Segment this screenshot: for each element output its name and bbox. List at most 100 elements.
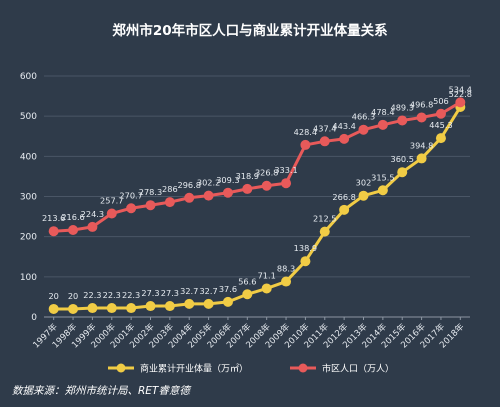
data-label-1: 318.9 xyxy=(236,171,259,181)
data-label-1: 326.8 xyxy=(255,168,278,178)
data-label-1: 224.3 xyxy=(81,209,104,219)
data-label-0: 302 xyxy=(356,178,372,188)
data-label-1: 333.1 xyxy=(274,165,297,175)
data-label-0: 32.7 xyxy=(180,286,198,296)
data-label-1: 496.8 xyxy=(410,99,433,109)
series-point-1 xyxy=(106,208,117,219)
data-label-0: 22.3 xyxy=(83,290,101,300)
y-tick-label: 100 xyxy=(20,273,37,283)
data-label-1: 506 xyxy=(433,96,449,106)
data-label-1: 216.6 xyxy=(61,212,84,222)
data-label-0: 71.1 xyxy=(258,270,276,280)
series-point-0 xyxy=(222,296,233,307)
series-point-0 xyxy=(203,298,214,309)
y-tick-label: 500 xyxy=(20,112,37,122)
series-point-0 xyxy=(48,303,59,314)
data-label-0: 266.8 xyxy=(332,192,355,202)
data-label-0: 37.6 xyxy=(219,284,237,294)
data-label-0: 394.8 xyxy=(410,140,433,150)
series-point-0 xyxy=(87,303,98,314)
series-point-1 xyxy=(48,226,59,237)
source-note: 数据来源：郑州市统计局、RET睿意德 xyxy=(12,385,192,397)
x-axis: 1997年1998年1999年2000年2001年2002年2003年2004年… xyxy=(31,317,467,350)
y-tick-label: 400 xyxy=(20,152,37,162)
series-group xyxy=(48,97,466,314)
data-label-0: 315.5 xyxy=(371,172,394,182)
data-label-1: 213.6 xyxy=(42,213,65,223)
chart-title: 郑州市20年市区人口与商业累计开业体量关系 xyxy=(112,22,388,39)
series-point-0 xyxy=(397,167,408,178)
data-label-1: 466.3 xyxy=(352,112,375,122)
series-point-0 xyxy=(377,185,388,196)
y-tick-label: 0 xyxy=(31,313,37,323)
data-label-0: 522.8 xyxy=(449,89,472,99)
series-line-0 xyxy=(53,106,462,311)
data-label-1: 278.3 xyxy=(139,187,162,197)
data-label-0: 22.3 xyxy=(122,290,140,300)
data-label-0: 27.3 xyxy=(161,288,179,298)
series-point-0 xyxy=(281,276,292,287)
series-point-1 xyxy=(339,133,350,144)
series-point-1 xyxy=(222,187,233,198)
data-label-0: 445.3 xyxy=(429,120,452,130)
data-label-0: 138.9 xyxy=(294,243,317,253)
data-label-1: 443.4 xyxy=(332,121,355,131)
series-point-1 xyxy=(87,221,98,232)
legend-label-0: 商业累计开业体量（万㎡） xyxy=(140,363,248,375)
data-label-1: 270.7 xyxy=(119,190,142,200)
data-labels: 20 20 22.3 22.3 22.3 27.3 27.3 32.7 32.7 37.656.6… xyxy=(42,84,472,301)
data-label-0: 212.5 xyxy=(313,214,336,224)
series-point-1 xyxy=(435,108,446,119)
data-label-1: 478.4 xyxy=(371,107,394,117)
series-point-1 xyxy=(261,180,272,191)
legend-marker-0 xyxy=(116,363,126,373)
data-label-1: 302.2 xyxy=(197,178,220,188)
data-label-0: 32.7 xyxy=(199,286,217,296)
series-point-0 xyxy=(68,303,79,314)
y-tick-label: 300 xyxy=(20,193,37,203)
data-label-0: 20 xyxy=(68,291,78,301)
data-label-1: 296.8 xyxy=(178,180,201,190)
y-tick-label: 200 xyxy=(20,233,37,243)
data-label-0: 56.6 xyxy=(238,276,256,286)
data-label-1: 428.4 xyxy=(294,127,317,137)
series-point-0 xyxy=(300,256,311,267)
data-label-0: 360.5 xyxy=(391,154,414,164)
series-point-0 xyxy=(339,204,350,215)
series-point-1 xyxy=(397,115,408,126)
legend-marker-1 xyxy=(298,363,308,373)
series-point-0 xyxy=(242,289,253,300)
series-point-1 xyxy=(281,178,292,189)
series-point-1 xyxy=(455,97,466,108)
series-point-1 xyxy=(203,190,214,201)
series-point-1 xyxy=(358,124,369,135)
series-point-1 xyxy=(145,200,156,211)
series-point-0 xyxy=(358,190,369,201)
data-label-0: 88.3 xyxy=(277,264,295,274)
data-label-1: 437.4 xyxy=(313,123,336,133)
data-label-1: 309.3 xyxy=(216,175,239,185)
series-point-1 xyxy=(68,224,79,235)
series-point-0 xyxy=(106,303,117,314)
y-axis: 0 100 200 300 400 500 600 xyxy=(20,72,37,323)
data-label-0: 20 xyxy=(48,291,58,301)
series-point-1 xyxy=(184,192,195,203)
series-point-1 xyxy=(377,119,388,130)
data-label-1: 489.3 xyxy=(391,102,414,112)
series-point-1 xyxy=(300,139,311,150)
data-label-1: 286 xyxy=(162,184,178,194)
legend: 商业累计开业体量（万㎡） 市区人口（万人） xyxy=(108,363,394,375)
series-point-1 xyxy=(319,136,330,147)
y-tick-label: 600 xyxy=(20,72,37,82)
series-point-1 xyxy=(242,183,253,194)
grid xyxy=(44,75,470,318)
series-line-1 xyxy=(53,101,462,233)
series-point-0 xyxy=(416,153,427,164)
data-label-0: 27.3 xyxy=(141,288,159,298)
series-point-0 xyxy=(164,301,175,312)
data-label-1: 257.7 xyxy=(100,195,123,205)
data-label-1: 534.4 xyxy=(449,84,472,94)
series-point-0 xyxy=(184,298,195,309)
data-label-0: 22.3 xyxy=(103,290,121,300)
